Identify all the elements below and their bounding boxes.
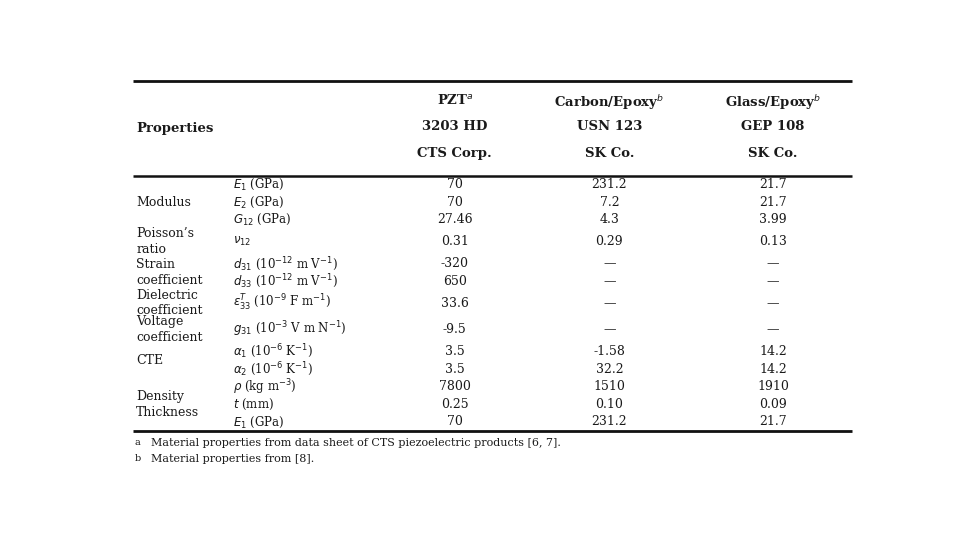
Text: Glass/Epoxy$^b$: Glass/Epoxy$^b$ [725, 93, 821, 112]
Text: 32.2: 32.2 [596, 363, 623, 376]
Text: 650: 650 [443, 275, 467, 288]
Text: 7.2: 7.2 [599, 195, 620, 208]
Text: —: — [766, 323, 779, 336]
Text: 70: 70 [447, 195, 463, 208]
Text: 14.2: 14.2 [759, 345, 786, 358]
Text: 7800: 7800 [439, 380, 471, 393]
Text: 33.6: 33.6 [441, 296, 469, 310]
Text: -320: -320 [441, 257, 469, 270]
Text: -1.58: -1.58 [594, 345, 625, 358]
Text: SK Co.: SK Co. [748, 147, 798, 160]
Text: USN 123: USN 123 [576, 120, 643, 133]
Text: $E_2$ (GPa): $E_2$ (GPa) [233, 194, 285, 210]
Text: 21.7: 21.7 [760, 415, 786, 428]
Text: 70: 70 [447, 178, 463, 191]
Text: 14.2: 14.2 [759, 363, 786, 376]
Text: $E_1$ (GPa): $E_1$ (GPa) [233, 177, 285, 192]
Text: 4.3: 4.3 [599, 213, 620, 226]
Text: —: — [603, 296, 616, 310]
Text: $g_{31}$ (10$^{-3}$ V m N$^{-1}$): $g_{31}$ (10$^{-3}$ V m N$^{-1}$) [233, 320, 347, 340]
Text: SK Co.: SK Co. [585, 147, 634, 160]
Text: $G_{12}$ (GPa): $G_{12}$ (GPa) [233, 212, 292, 227]
Text: $d_{31}$ (10$^{-12}$ m V$^{-1}$): $d_{31}$ (10$^{-12}$ m V$^{-1}$) [233, 255, 339, 273]
Text: Modulus: Modulus [136, 195, 191, 208]
Text: 3.99: 3.99 [760, 213, 786, 226]
Text: 21.7: 21.7 [760, 178, 786, 191]
Text: 0.29: 0.29 [596, 235, 623, 248]
Text: —: — [766, 296, 779, 310]
Text: 0.13: 0.13 [759, 235, 786, 248]
Text: 231.2: 231.2 [592, 178, 627, 191]
Text: -9.5: -9.5 [443, 323, 467, 336]
Text: —: — [603, 275, 616, 288]
Text: b: b [134, 454, 141, 463]
Text: a: a [134, 438, 140, 447]
Text: —: — [766, 275, 779, 288]
Text: Material properties from data sheet of CTS piezoelectric products [6, 7].: Material properties from data sheet of C… [144, 438, 560, 448]
Text: Material properties from [8].: Material properties from [8]. [144, 454, 314, 464]
Text: 1510: 1510 [594, 380, 625, 393]
Text: 21.7: 21.7 [760, 195, 786, 208]
Text: 0.09: 0.09 [759, 398, 786, 411]
Text: Density
Thickness: Density Thickness [136, 390, 199, 418]
Text: GEP 108: GEP 108 [741, 120, 805, 133]
Text: $\alpha_2$ (10$^{-6}$ K$^{-1}$): $\alpha_2$ (10$^{-6}$ K$^{-1}$) [233, 360, 314, 378]
Text: —: — [766, 257, 779, 270]
Text: 3203 HD: 3203 HD [422, 120, 487, 133]
Text: 1910: 1910 [757, 380, 789, 393]
Text: 231.2: 231.2 [592, 415, 627, 428]
Text: $\alpha_1$ (10$^{-6}$ K$^{-1}$): $\alpha_1$ (10$^{-6}$ K$^{-1}$) [233, 343, 314, 361]
Text: CTS Corp.: CTS Corp. [417, 147, 492, 160]
Text: 27.46: 27.46 [437, 213, 473, 226]
Text: $d_{33}$ (10$^{-12}$ m V$^{-1}$): $d_{33}$ (10$^{-12}$ m V$^{-1}$) [233, 272, 339, 290]
Text: Carbon/Epoxy$^b$: Carbon/Epoxy$^b$ [554, 93, 665, 112]
Text: $t$ (mm): $t$ (mm) [233, 397, 274, 412]
Text: —: — [603, 323, 616, 336]
Text: 3.5: 3.5 [445, 363, 465, 376]
Text: $\nu_{12}$: $\nu_{12}$ [233, 235, 251, 248]
Text: 0.25: 0.25 [441, 398, 469, 411]
Text: $\varepsilon^{T}_{33}$ (10$^{-9}$ F m$^{-1}$): $\varepsilon^{T}_{33}$ (10$^{-9}$ F m$^{… [233, 293, 332, 313]
Text: Strain
coefficient: Strain coefficient [136, 258, 202, 287]
Text: Voltage
coefficient: Voltage coefficient [136, 315, 202, 344]
Text: $E_1$ (GPa): $E_1$ (GPa) [233, 414, 285, 429]
Text: 3.5: 3.5 [445, 345, 465, 358]
Text: PZT$^a$: PZT$^a$ [436, 93, 473, 107]
Text: Properties: Properties [136, 122, 214, 135]
Text: 0.10: 0.10 [596, 398, 623, 411]
Text: Poisson’s
ratio: Poisson’s ratio [136, 227, 195, 256]
Text: —: — [603, 257, 616, 270]
Text: 0.31: 0.31 [441, 235, 469, 248]
Text: Dielectric
coefficient: Dielectric coefficient [136, 289, 202, 318]
Text: 70: 70 [447, 415, 463, 428]
Text: CTE: CTE [136, 354, 163, 367]
Text: $\rho$ (kg m$^{-3}$): $\rho$ (kg m$^{-3}$) [233, 377, 297, 396]
